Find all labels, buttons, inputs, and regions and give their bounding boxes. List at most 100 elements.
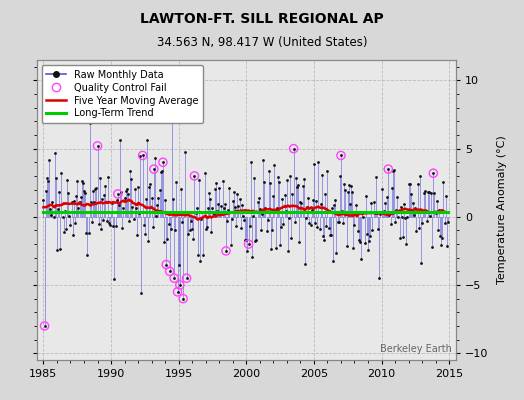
- Point: [409, 200, 417, 206]
- Point: [372, 174, 380, 180]
- Point: [367, 200, 376, 206]
- Text: Berkeley Earth: Berkeley Earth: [380, 344, 452, 354]
- Point: [210, 211, 218, 217]
- Point: [176, 282, 184, 288]
- Point: [373, 210, 381, 216]
- Point: [88, 218, 96, 225]
- Point: [394, 214, 402, 220]
- Point: [139, 222, 148, 228]
- Point: [223, 218, 231, 224]
- Point: [432, 198, 441, 204]
- Point: [418, 220, 426, 226]
- Point: [289, 146, 298, 152]
- Point: [290, 218, 299, 225]
- Point: [80, 188, 88, 194]
- Point: [184, 209, 193, 215]
- Point: [85, 119, 94, 126]
- Point: [370, 210, 379, 216]
- Point: [348, 189, 356, 195]
- Point: [130, 186, 139, 192]
- Point: [114, 191, 122, 197]
- Point: [399, 234, 407, 240]
- Point: [255, 194, 263, 201]
- Point: [52, 174, 60, 181]
- Point: [211, 186, 219, 192]
- Point: [173, 289, 182, 295]
- Point: [347, 183, 355, 189]
- Point: [163, 236, 171, 242]
- Point: [178, 218, 186, 225]
- Point: [244, 241, 253, 247]
- Point: [305, 220, 313, 226]
- Point: [171, 227, 180, 234]
- Point: [151, 154, 159, 161]
- Point: [258, 210, 266, 217]
- Point: [138, 152, 147, 159]
- Point: [275, 179, 283, 186]
- Point: [384, 166, 392, 172]
- Point: [328, 205, 336, 212]
- Point: [93, 143, 102, 149]
- Point: [205, 190, 213, 196]
- Point: [49, 214, 58, 220]
- Point: [389, 168, 397, 175]
- Point: [236, 225, 245, 231]
- Point: [112, 223, 120, 229]
- Point: [375, 274, 384, 281]
- Point: [235, 196, 244, 202]
- Point: [105, 220, 113, 226]
- Point: [149, 224, 157, 230]
- Point: [166, 268, 174, 274]
- Point: [56, 246, 64, 252]
- Point: [194, 252, 202, 258]
- Point: [261, 205, 270, 211]
- Point: [78, 178, 86, 184]
- Point: [242, 237, 250, 243]
- Point: [337, 152, 345, 159]
- Point: [221, 201, 229, 207]
- Point: [154, 195, 162, 201]
- Point: [170, 275, 178, 281]
- Point: [341, 186, 350, 193]
- Point: [339, 220, 347, 227]
- Point: [54, 206, 62, 212]
- Point: [136, 152, 145, 159]
- Point: [182, 275, 191, 281]
- Point: [92, 184, 101, 191]
- Point: [102, 217, 111, 224]
- Point: [429, 170, 438, 176]
- Point: [361, 240, 369, 246]
- Point: [79, 180, 87, 186]
- Point: [152, 213, 160, 219]
- Point: [172, 178, 181, 185]
- Point: [83, 251, 92, 258]
- Point: [183, 231, 192, 238]
- Point: [40, 323, 49, 329]
- Point: [395, 235, 403, 242]
- Point: [364, 247, 372, 254]
- Point: [187, 218, 195, 225]
- Point: [57, 170, 66, 176]
- Point: [145, 183, 154, 190]
- Point: [398, 214, 406, 220]
- Point: [41, 188, 50, 194]
- Point: [412, 228, 421, 234]
- Point: [220, 204, 228, 211]
- Point: [215, 185, 223, 191]
- Point: [256, 206, 264, 212]
- Point: [276, 242, 285, 248]
- Point: [124, 191, 132, 198]
- Point: [147, 194, 156, 201]
- Point: [245, 222, 254, 229]
- Point: [287, 234, 296, 241]
- Point: [369, 199, 378, 205]
- Point: [378, 209, 387, 216]
- Point: [436, 233, 444, 240]
- Point: [321, 191, 330, 198]
- Point: [198, 208, 206, 215]
- Point: [401, 214, 409, 221]
- Point: [346, 201, 354, 208]
- Point: [443, 242, 451, 249]
- Point: [403, 214, 412, 220]
- Point: [252, 237, 260, 244]
